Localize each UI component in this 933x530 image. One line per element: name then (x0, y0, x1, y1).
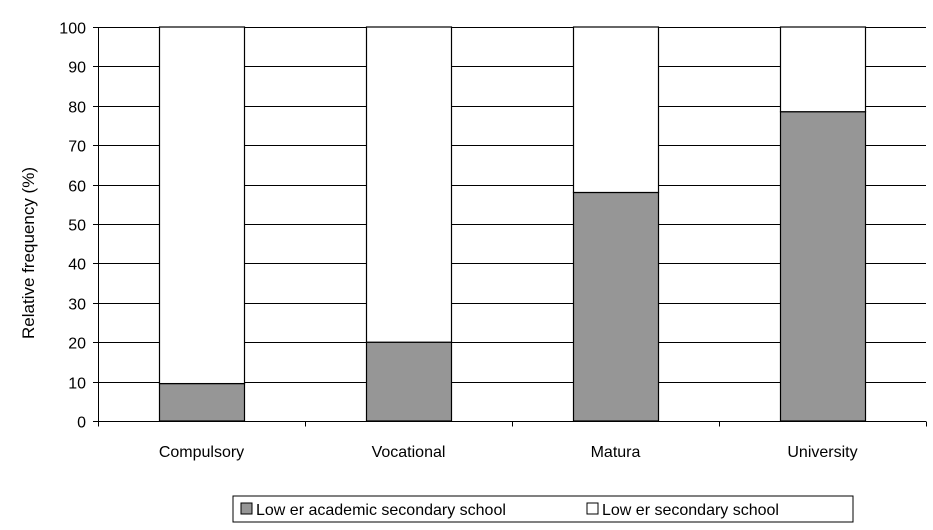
y-axis-title: Relative frequency (%) (19, 167, 38, 339)
y-tick-label: 30 (68, 297, 86, 314)
x-category-label: University (787, 444, 857, 461)
axes (93, 27, 927, 427)
legend-frame (232, 495, 854, 523)
legend-label-series-1: Low er academic secondary school (256, 502, 506, 519)
y-tick-label: 80 (68, 100, 86, 117)
y-tick-label: 70 (68, 139, 86, 156)
x-category-label: Compulsory (159, 444, 244, 461)
y-tick-labels: 0 10 20 30 40 50 60 70 80 90 100 (59, 21, 86, 432)
y-tick-label: 20 (68, 336, 86, 353)
bar-compulsory-series-1 (158, 382, 246, 422)
x-category-labels: Compulsory Vocational Matura University (159, 444, 858, 461)
bar-matura-series-2 (572, 26, 660, 194)
y-tick-label: 10 (68, 376, 86, 393)
y-tick-label: 90 (68, 60, 86, 77)
bar-university-series-2 (779, 26, 867, 113)
x-category-label: Vocational (372, 444, 446, 461)
legend: Low er academic secondary school Low er … (232, 495, 854, 523)
bar-university-series-1 (779, 111, 867, 422)
bar-vocational-series-2 (365, 26, 453, 343)
y-tick-label: 60 (68, 179, 86, 196)
y-tick-label: 100 (59, 21, 86, 38)
bar-compulsory-series-2 (158, 26, 246, 385)
bar-vocational-series-1 (365, 341, 453, 422)
legend-label-series-2: Low er secondary school (602, 502, 779, 519)
legend-swatch-series-2 (586, 502, 599, 515)
y-tick-label: 40 (68, 257, 86, 274)
y-tick-label: 0 (77, 415, 86, 432)
legend-swatch-series-1 (240, 502, 253, 515)
y-tick-label: 50 (68, 218, 86, 235)
x-category-label: Matura (591, 444, 641, 461)
bar-matura-series-1 (572, 191, 660, 422)
